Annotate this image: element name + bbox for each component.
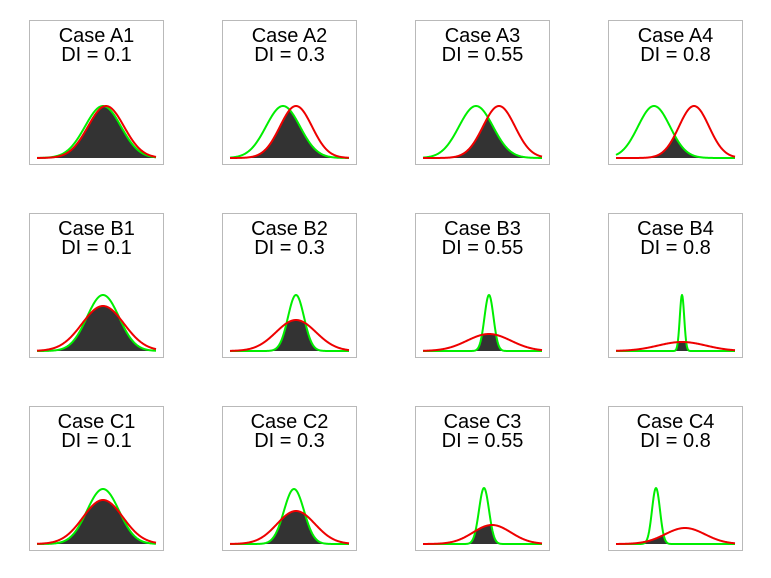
case-label: Case B4 [637, 218, 714, 240]
red-distribution-curve [229, 319, 350, 352]
panel-case-b1: Case B1 DI = 0.1 [29, 213, 164, 358]
overlap-area [37, 500, 156, 544]
green-distribution-curve [615, 294, 736, 352]
di-label: DI = 0.1 [61, 237, 132, 259]
distribution-plot [615, 487, 736, 545]
panel-case-a3: Case A3 DI = 0.55 [415, 20, 550, 165]
case-label: Case C4 [636, 411, 715, 433]
distribution-plot [229, 294, 350, 352]
overlap-area [230, 320, 349, 351]
distribution-plot [229, 488, 350, 545]
case-label: Case B3 [444, 218, 521, 240]
green-distribution-curve [36, 294, 157, 352]
overlap-area [230, 110, 349, 158]
di-label: DI = 0.3 [254, 44, 325, 66]
case-label: Case A2 [251, 25, 328, 47]
di-label: DI = 0.8 [640, 430, 711, 452]
overlap-area [37, 106, 156, 158]
case-label: Case C3 [443, 411, 522, 433]
di-label: DI = 0.55 [441, 237, 524, 259]
panel-case-c4: Case C4 DI = 0.8 [608, 406, 743, 551]
distribution-plot [229, 105, 350, 159]
red-distribution-curve [36, 305, 157, 352]
panel-case-a4: Case A4 DI = 0.8 [608, 20, 743, 165]
distribution-plot [615, 294, 736, 352]
panel-case-c3: Case C3 DI = 0.55 [415, 406, 550, 551]
case-label: Case C1 [57, 411, 136, 433]
distribution-plot [422, 294, 543, 352]
overlap-area [423, 525, 542, 544]
overlap-area [423, 334, 542, 351]
panel-case-b3: Case B3 DI = 0.55 [415, 213, 550, 358]
overlap-area [423, 117, 542, 158]
case-label: Case C2 [250, 411, 329, 433]
panel-case-b2: Case B2 DI = 0.3 [222, 213, 357, 358]
case-label: Case B1 [58, 218, 135, 240]
red-distribution-curve [422, 105, 543, 159]
di-label: DI = 0.3 [254, 430, 325, 452]
overlap-area [616, 135, 735, 158]
di-label: DI = 0.8 [640, 237, 711, 259]
distribution-plot [422, 105, 543, 159]
distribution-plot [615, 105, 736, 159]
distribution-plot [36, 294, 157, 352]
red-distribution-curve [36, 105, 157, 159]
red-distribution-curve [615, 105, 736, 159]
green-distribution-curve [229, 294, 350, 352]
di-label: DI = 0.55 [441, 44, 524, 66]
panel-case-a1: Case A1 DI = 0.1 [29, 20, 164, 165]
overlap-area [37, 306, 156, 351]
case-label: Case A1 [58, 25, 135, 47]
distribution-plot [36, 105, 157, 159]
di-label: DI = 0.1 [61, 430, 132, 452]
panel-case-c1: Case C1 DI = 0.1 [29, 406, 164, 551]
case-label: Case A3 [444, 25, 521, 47]
di-label: DI = 0.3 [254, 237, 325, 259]
panel-case-c2: Case C2 DI = 0.3 [222, 406, 357, 551]
panel-case-b4: Case B4 DI = 0.8 [608, 213, 743, 358]
green-distribution-curve [229, 488, 350, 545]
red-distribution-curve [422, 524, 543, 545]
case-label: Case A4 [637, 25, 714, 47]
green-distribution-curve [422, 294, 543, 352]
green-distribution-curve [36, 488, 157, 545]
case-label: Case B2 [251, 218, 328, 240]
red-distribution-curve [422, 333, 543, 352]
distribution-plot [422, 487, 543, 545]
red-distribution-curve [615, 341, 736, 352]
red-distribution-curve [36, 499, 157, 545]
green-distribution-curve [422, 105, 543, 159]
red-distribution-curve [229, 510, 350, 545]
overlap-area [230, 511, 349, 544]
panel-case-a2: Case A2 DI = 0.3 [222, 20, 357, 165]
di-label: DI = 0.1 [61, 44, 132, 66]
di-label: DI = 0.55 [441, 430, 524, 452]
distribution-plot [36, 488, 157, 545]
red-distribution-curve [229, 105, 350, 159]
di-label: DI = 0.8 [640, 44, 711, 66]
green-distribution-curve [615, 487, 736, 545]
red-distribution-curve [615, 527, 736, 545]
green-distribution-curve [615, 105, 736, 159]
